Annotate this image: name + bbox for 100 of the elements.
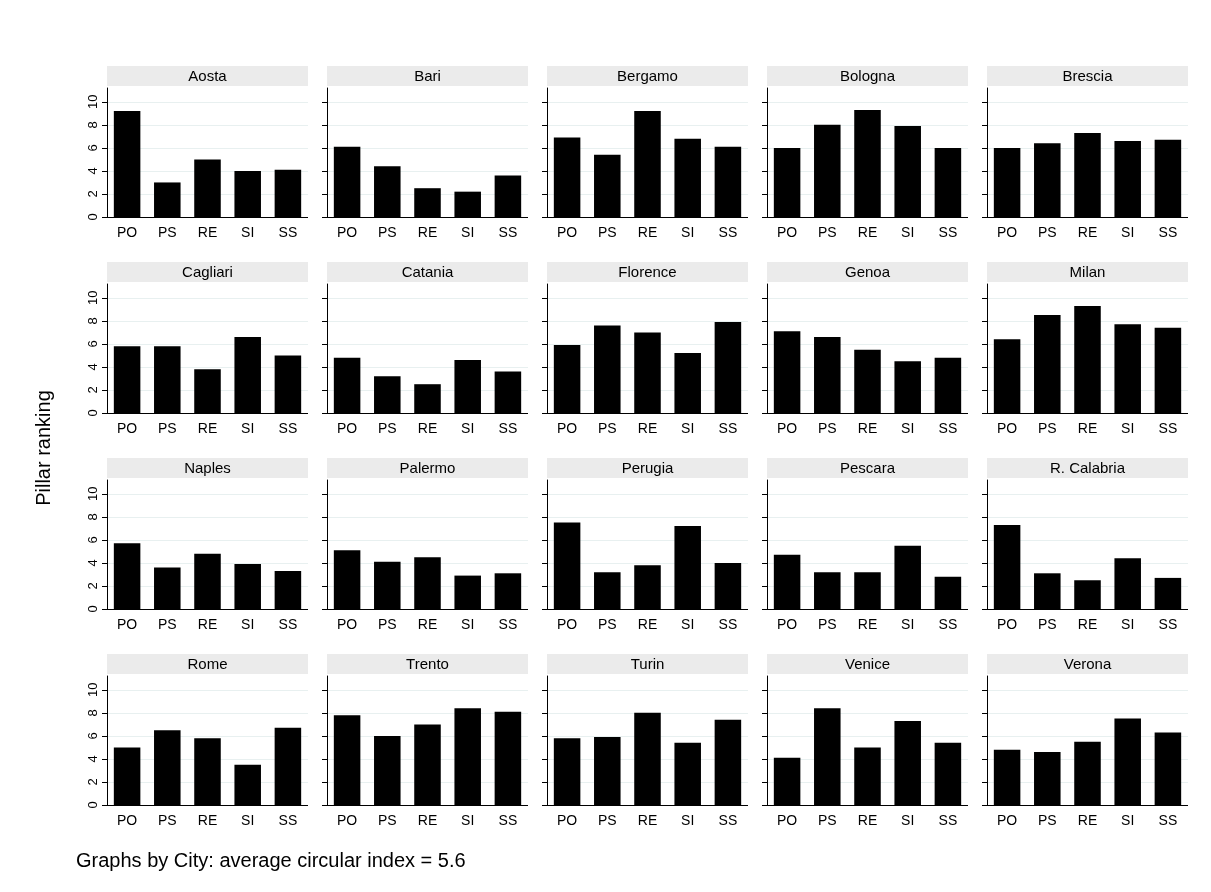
x-tick-label: SI [1121, 812, 1135, 828]
x-tick-label: SI [901, 420, 915, 436]
x-tick-label: SI [1121, 616, 1135, 632]
x-tick-label: RE [197, 224, 218, 240]
x-tick-label: PO [776, 224, 798, 240]
x-tick-label: RE [637, 420, 658, 436]
x-tick-label: SI [681, 812, 695, 828]
x-tick-label: SS [1158, 616, 1178, 632]
x-tick-label: PS [597, 616, 617, 632]
y-tick-label: 2 [85, 582, 100, 590]
x-tick-label: SS [718, 616, 738, 632]
chart-title: Cagliari [107, 262, 308, 282]
x-tick-label: PS [1037, 224, 1057, 240]
x-tick-label: SI [901, 224, 915, 240]
x-tick-label: SI [681, 224, 695, 240]
x-tick-label: RE [857, 616, 878, 632]
x-tick-label: SS [278, 420, 298, 436]
chart-title: Catania [327, 262, 528, 282]
y-tick-label: 8 [85, 317, 100, 325]
x-tick-label: SS [1158, 812, 1178, 828]
x-tick-label: SS [498, 420, 518, 436]
x-tick-label: RE [197, 812, 218, 828]
x-tick-label: SI [681, 616, 695, 632]
x-tick-label: PO [996, 812, 1018, 828]
x-tick-label: RE [417, 812, 438, 828]
x-tick-label: RE [637, 224, 658, 240]
x-tick-label: PO [336, 616, 358, 632]
x-tick-label: SS [278, 812, 298, 828]
x-tick-label: RE [857, 420, 878, 436]
x-tick-label: SI [901, 616, 915, 632]
chart-title: Genoa [767, 262, 968, 282]
x-tick-label: PS [157, 616, 177, 632]
x-tick-label: PO [776, 616, 798, 632]
x-tick-label: RE [637, 616, 658, 632]
x-tick-label: RE [857, 812, 878, 828]
y-tick-label: 2 [85, 778, 100, 786]
chart-title: Perugia [547, 458, 748, 478]
x-tick-label: PO [556, 616, 578, 632]
x-tick-label: PS [597, 812, 617, 828]
x-tick-label: SS [498, 616, 518, 632]
x-tick-label: SS [718, 812, 738, 828]
chart-title: Bari [327, 66, 528, 86]
chart-title: Verona [987, 654, 1188, 674]
x-tick-label: PO [116, 420, 138, 436]
y-tick-label: 10 [85, 682, 100, 698]
y-tick-label: 8 [85, 121, 100, 129]
y-tick-label: 6 [85, 340, 100, 348]
x-tick-label: RE [1077, 616, 1098, 632]
chart-title: R. Calabria [987, 458, 1188, 478]
x-tick-label: SI [241, 812, 255, 828]
x-tick-label: SS [938, 224, 958, 240]
x-tick-label: SS [278, 224, 298, 240]
x-tick-label: PS [817, 812, 837, 828]
x-tick-label: PS [597, 224, 617, 240]
x-tick-label: RE [1077, 224, 1098, 240]
x-tick-label: SI [241, 224, 255, 240]
x-tick-label: SI [461, 420, 475, 436]
x-tick-label: PS [1037, 420, 1057, 436]
chart-title: Rome [107, 654, 308, 674]
y-tick-label: 2 [85, 190, 100, 198]
x-tick-label: PO [336, 224, 358, 240]
x-tick-label: PS [377, 224, 397, 240]
x-tick-label: PS [817, 616, 837, 632]
x-tick-label: PO [116, 616, 138, 632]
x-tick-label: SS [1158, 224, 1178, 240]
x-tick-label: SI [1121, 420, 1135, 436]
x-tick-label: SS [718, 420, 738, 436]
x-tick-label: PO [116, 224, 138, 240]
chart-title: Bergamo [547, 66, 748, 86]
y-tick-label: 2 [85, 386, 100, 394]
x-tick-label: PS [157, 420, 177, 436]
chart-title: Turin [547, 654, 748, 674]
x-tick-label: SS [718, 224, 738, 240]
x-tick-label: RE [857, 224, 878, 240]
x-tick-label: PO [116, 812, 138, 828]
x-tick-label: RE [417, 616, 438, 632]
chart-title: Palermo [327, 458, 528, 478]
y-tick-label: 0 [85, 213, 100, 221]
x-tick-label: PS [377, 812, 397, 828]
x-tick-label: PO [336, 420, 358, 436]
chart-title: Venice [767, 654, 968, 674]
x-tick-label: SI [901, 812, 915, 828]
x-tick-label: SS [498, 812, 518, 828]
x-tick-label: PS [817, 420, 837, 436]
x-tick-label: SS [278, 616, 298, 632]
y-tick-label: 10 [85, 486, 100, 502]
y-tick-label: 6 [85, 144, 100, 152]
x-tick-label: SS [938, 616, 958, 632]
y-tick-label: 8 [85, 513, 100, 521]
x-tick-label: SI [241, 616, 255, 632]
x-tick-label: PS [597, 420, 617, 436]
x-tick-label: SI [461, 616, 475, 632]
y-axis-title: Pillar ranking [31, 390, 55, 506]
x-tick-label: SS [938, 420, 958, 436]
x-tick-label: PO [556, 420, 578, 436]
chart-title: Aosta [107, 66, 308, 86]
x-tick-label: RE [197, 616, 218, 632]
chart-title: Bologna [767, 66, 968, 86]
chart-title: Brescia [987, 66, 1188, 86]
x-tick-label: PS [1037, 812, 1057, 828]
